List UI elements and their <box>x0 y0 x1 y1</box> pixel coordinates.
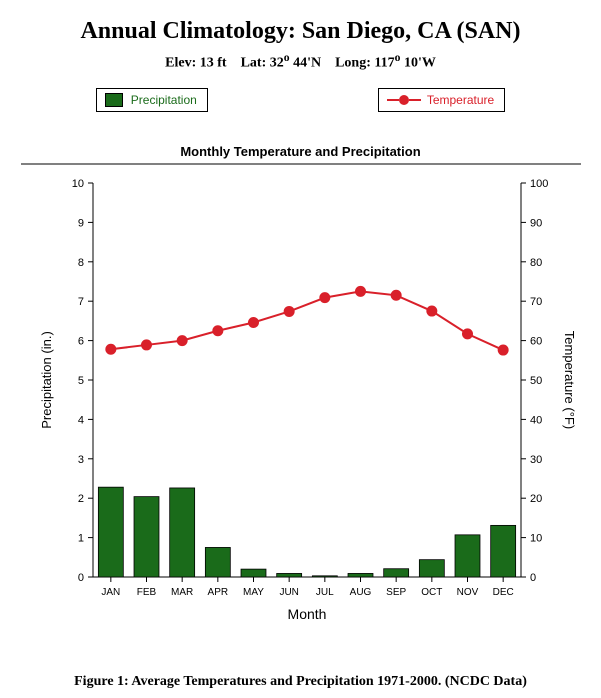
svg-text:8: 8 <box>77 256 83 268</box>
chart: 0123456789100102030405060708090100JANFEB… <box>21 163 581 648</box>
temp-marker-jun <box>284 306 294 316</box>
svg-text:SEP: SEP <box>386 587 406 598</box>
svg-text:7: 7 <box>77 296 83 308</box>
svg-text:30: 30 <box>530 453 542 465</box>
svg-text:2: 2 <box>77 493 83 505</box>
svg-text:60: 60 <box>530 335 542 347</box>
bar-apr <box>205 547 230 577</box>
svg-text:MAY: MAY <box>243 587 264 598</box>
legend-precip: Precipitation <box>96 88 208 112</box>
temp-marker-jul <box>319 292 329 302</box>
legend-temp-label: Temperature <box>427 93 494 107</box>
svg-text:9: 9 <box>77 217 83 229</box>
bar-dec <box>490 525 515 577</box>
bar-may <box>241 569 266 577</box>
chart-svg: 0123456789100102030405060708090100JANFEB… <box>21 163 581 643</box>
legend-precip-swatch <box>105 93 123 107</box>
temp-marker-aug <box>355 286 365 296</box>
svg-text:0: 0 <box>530 572 536 584</box>
elev-label: Elev: <box>165 56 196 71</box>
bar-jan <box>98 487 123 577</box>
svg-text:Month: Month <box>287 606 326 622</box>
bar-oct <box>419 559 444 576</box>
svg-text:NOV: NOV <box>456 587 478 598</box>
svg-text:MAR: MAR <box>171 587 193 598</box>
long-minutes: 10'W <box>404 56 436 71</box>
svg-text:20: 20 <box>530 493 542 505</box>
svg-text:40: 40 <box>530 414 542 426</box>
svg-text:80: 80 <box>530 256 542 268</box>
temp-marker-feb <box>141 340 151 350</box>
long-label: Long: <box>335 56 371 71</box>
svg-text:Temperature (°F): Temperature (°F) <box>562 330 577 428</box>
svg-text:50: 50 <box>530 375 542 387</box>
svg-text:5: 5 <box>77 375 83 387</box>
page-title: Annual Climatology: San Diego, CA (SAN) <box>0 18 601 45</box>
lat-label: Lat: <box>241 56 267 71</box>
svg-text:JUN: JUN <box>279 587 298 598</box>
svg-text:FEB: FEB <box>136 587 156 598</box>
svg-text:APR: APR <box>207 587 228 598</box>
svg-text:70: 70 <box>530 296 542 308</box>
temp-marker-apr <box>212 325 222 335</box>
temp-marker-oct <box>426 306 436 316</box>
temp-marker-nov <box>462 329 472 339</box>
figure-caption: Figure 1: Average Temperatures and Preci… <box>0 674 601 690</box>
bar-sep <box>383 568 408 576</box>
legend-temp-line-left <box>387 99 399 101</box>
svg-text:6: 6 <box>77 335 83 347</box>
legend-temp-line <box>387 95 421 105</box>
temp-marker-dec <box>498 345 508 355</box>
svg-text:DEC: DEC <box>492 587 513 598</box>
bar-jun <box>276 573 301 577</box>
svg-text:AUG: AUG <box>349 587 371 598</box>
svg-text:10: 10 <box>530 532 542 544</box>
bar-nov <box>455 534 480 576</box>
legend-temp-line-right <box>409 99 421 101</box>
svg-text:10: 10 <box>71 178 83 190</box>
temp-marker-sep <box>391 290 401 300</box>
bar-feb <box>134 496 159 576</box>
station-metadata: Elev: 13 ft Lat: 32o 44'N Long: 117o 10'… <box>0 51 601 72</box>
svg-text:100: 100 <box>530 178 548 190</box>
svg-text:Precipitation (in.): Precipitation (in.) <box>39 331 54 429</box>
svg-text:1: 1 <box>77 532 83 544</box>
legend: Precipitation Temperature <box>0 88 601 112</box>
long-degrees: 117 <box>374 56 394 71</box>
legend-precip-label: Precipitation <box>131 93 197 107</box>
bar-aug <box>348 573 373 577</box>
lat-minutes: 44'N <box>293 56 321 71</box>
svg-text:JUL: JUL <box>315 587 333 598</box>
bar-jul <box>312 575 337 576</box>
svg-text:0: 0 <box>77 572 83 584</box>
svg-text:JAN: JAN <box>101 587 120 598</box>
temp-marker-mar <box>177 335 187 345</box>
elev-value: 13 ft <box>200 56 227 71</box>
svg-text:OCT: OCT <box>421 587 442 598</box>
lat-degrees: 32 <box>270 56 284 71</box>
svg-text:90: 90 <box>530 217 542 229</box>
legend-temp: Temperature <box>378 88 505 112</box>
bar-mar <box>169 488 194 577</box>
temp-marker-jan <box>105 344 115 354</box>
chart-title: Monthly Temperature and Precipitation <box>0 144 601 159</box>
svg-text:3: 3 <box>77 453 83 465</box>
svg-text:4: 4 <box>77 414 83 426</box>
temp-marker-may <box>248 317 258 327</box>
legend-temp-marker <box>399 95 409 105</box>
